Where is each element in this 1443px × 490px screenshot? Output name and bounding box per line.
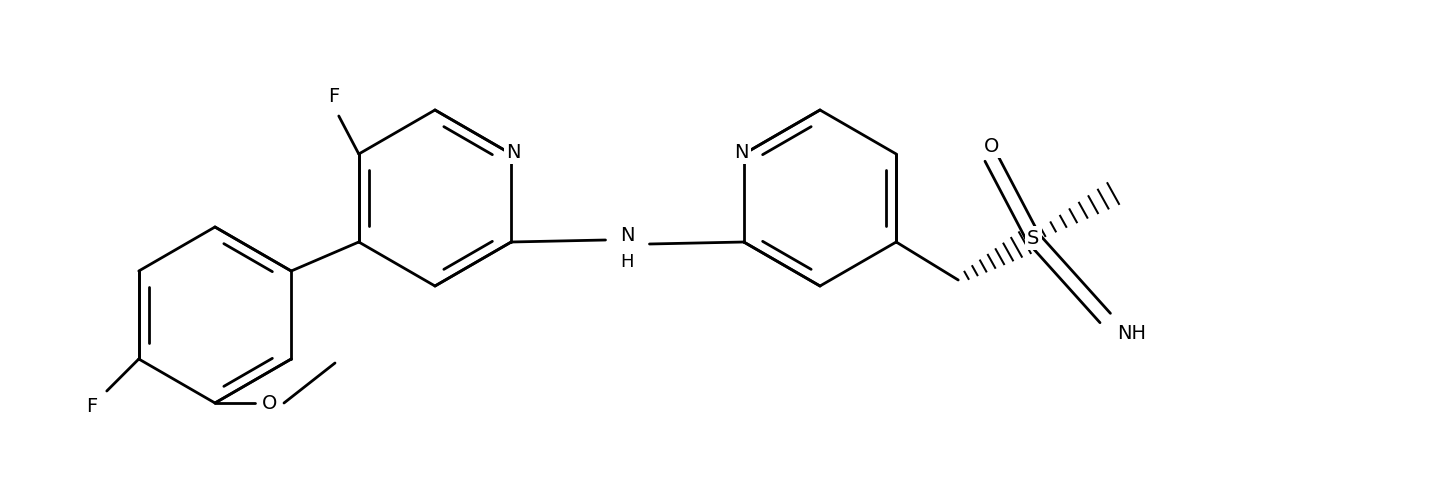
Text: O: O xyxy=(263,393,277,413)
Text: N: N xyxy=(734,143,749,162)
Text: N: N xyxy=(620,225,635,245)
Text: F: F xyxy=(328,87,339,105)
Text: F: F xyxy=(87,396,98,416)
Text: O: O xyxy=(984,137,999,155)
Text: N: N xyxy=(506,143,521,162)
Text: NH: NH xyxy=(1117,323,1146,343)
Text: H: H xyxy=(620,253,635,271)
Text: S: S xyxy=(1027,228,1039,247)
